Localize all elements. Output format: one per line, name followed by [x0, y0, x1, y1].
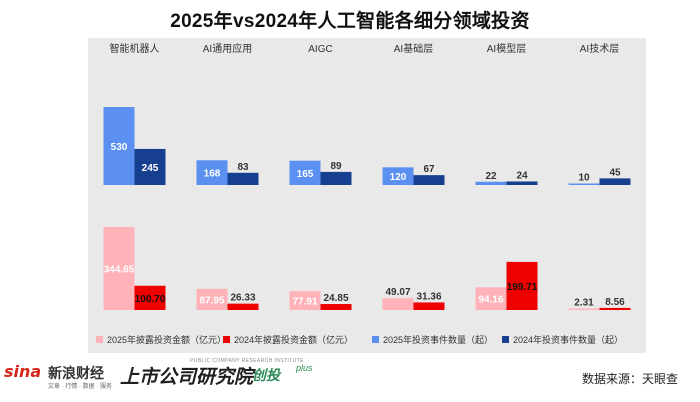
data-label-amount: 94.16 [478, 295, 503, 306]
bar-amount-2025 [568, 308, 600, 310]
bar-amount-2024 [413, 302, 445, 310]
data-label-events: 67 [423, 164, 435, 175]
legend-swatch [502, 336, 509, 343]
legend-label: 2024年投资事件数量（起） [513, 334, 623, 345]
bar-amount-2024 [134, 285, 166, 310]
bar-events-2024 [227, 172, 259, 185]
bar-amount-2025 [475, 287, 507, 310]
category-label: AI模型层 [487, 42, 526, 55]
data-label-events: 22 [485, 171, 497, 182]
legend-label: 2025年披露投资金额（亿元） [107, 334, 226, 345]
bar-amount-2025 [196, 288, 228, 310]
bar-events-2025 [289, 160, 321, 185]
bar-amount-2024 [320, 304, 352, 310]
chart-panel-background [88, 38, 646, 353]
category-label: AIGC [308, 44, 332, 55]
institute-logo-plus: plus [296, 363, 313, 373]
data-label-amount: 199.71 [507, 282, 538, 293]
data-label-events: 10 [578, 173, 590, 184]
data-label-events: 245 [142, 163, 159, 174]
data-label-amount: 8.56 [605, 297, 625, 308]
legend-swatch [96, 336, 103, 343]
data-label-events: 24 [516, 170, 528, 181]
data-label-events: 45 [609, 167, 621, 178]
data-label-amount: 31.36 [416, 291, 441, 302]
data-label-amount: 77.91 [292, 297, 317, 308]
data-label-amount: 87.95 [199, 295, 224, 306]
data-label-amount: 2.31 [574, 298, 594, 309]
bar-events-2025 [382, 167, 414, 185]
bar-events-2024 [134, 148, 166, 185]
bar-events-2025 [475, 181, 507, 185]
category-label: 智能机器人 [110, 42, 160, 55]
data-source: 数据来源：天眼查 [581, 372, 678, 386]
sina-finance-logo: sina 新浪财经 文章 · 行情 · 数据 · 服务 [4, 360, 116, 392]
chart-title: 2025年vs2024年人工智能各细分领域投资 [170, 11, 530, 32]
legend-label: 2024年披露投资金额（亿元） [234, 334, 353, 345]
legend-label: 2025年投资事件数量（起） [383, 334, 493, 345]
bar-events-2024 [599, 178, 631, 185]
data-label-events: 165 [297, 169, 314, 180]
data-label-events: 168 [204, 169, 221, 180]
data-label-events: 120 [390, 172, 407, 183]
category-label: AI通用应用 [203, 42, 252, 55]
bar-amount-2025 [289, 291, 321, 310]
data-label-amount: 100.70 [135, 294, 166, 305]
data-label-amount: 26.33 [230, 293, 255, 304]
data-label-events: 89 [330, 161, 342, 172]
bar-events-2025 [196, 160, 228, 185]
bar-events-2024 [413, 175, 445, 185]
bar-amount-2025 [382, 298, 414, 310]
sina-logo-word: sina [4, 362, 42, 381]
data-label-amount: 49.07 [385, 287, 410, 298]
bar-amount-2025 [103, 227, 135, 310]
sina-logo-cn: 新浪财经 [48, 366, 104, 382]
data-label-events: 83 [237, 162, 249, 173]
bar-amount-2024 [227, 303, 259, 310]
bar-events-2024 [506, 181, 538, 185]
bar-events-2024 [320, 171, 352, 185]
data-label-events: 530 [111, 142, 128, 153]
institute-logo-brand: 创投 [252, 368, 280, 384]
sina-logo-sub: 文章 · 行情 · 数据 · 服务 [48, 384, 112, 390]
legend-swatch [372, 336, 379, 343]
data-label-amount: 24.85 [323, 293, 348, 304]
institute-logo: 上市公司研究院 PUBLIC COMPANY RESEARCH INSTITUT… [120, 358, 330, 392]
data-label-amount: 344.65 [104, 265, 135, 276]
category-label: AI基础层 [394, 42, 433, 55]
institute-logo-cn: 上市公司研究院 [120, 366, 254, 388]
bar-amount-2024 [599, 307, 631, 310]
category-label: AI技术层 [580, 42, 619, 55]
bar-amount-2024 [506, 261, 538, 310]
legend-swatch [223, 336, 230, 343]
bar-events-2025 [568, 183, 600, 185]
institute-logo-en: PUBLIC COMPANY RESEARCH INSTITUTE [190, 358, 304, 364]
bar-events-2025 [103, 107, 135, 185]
